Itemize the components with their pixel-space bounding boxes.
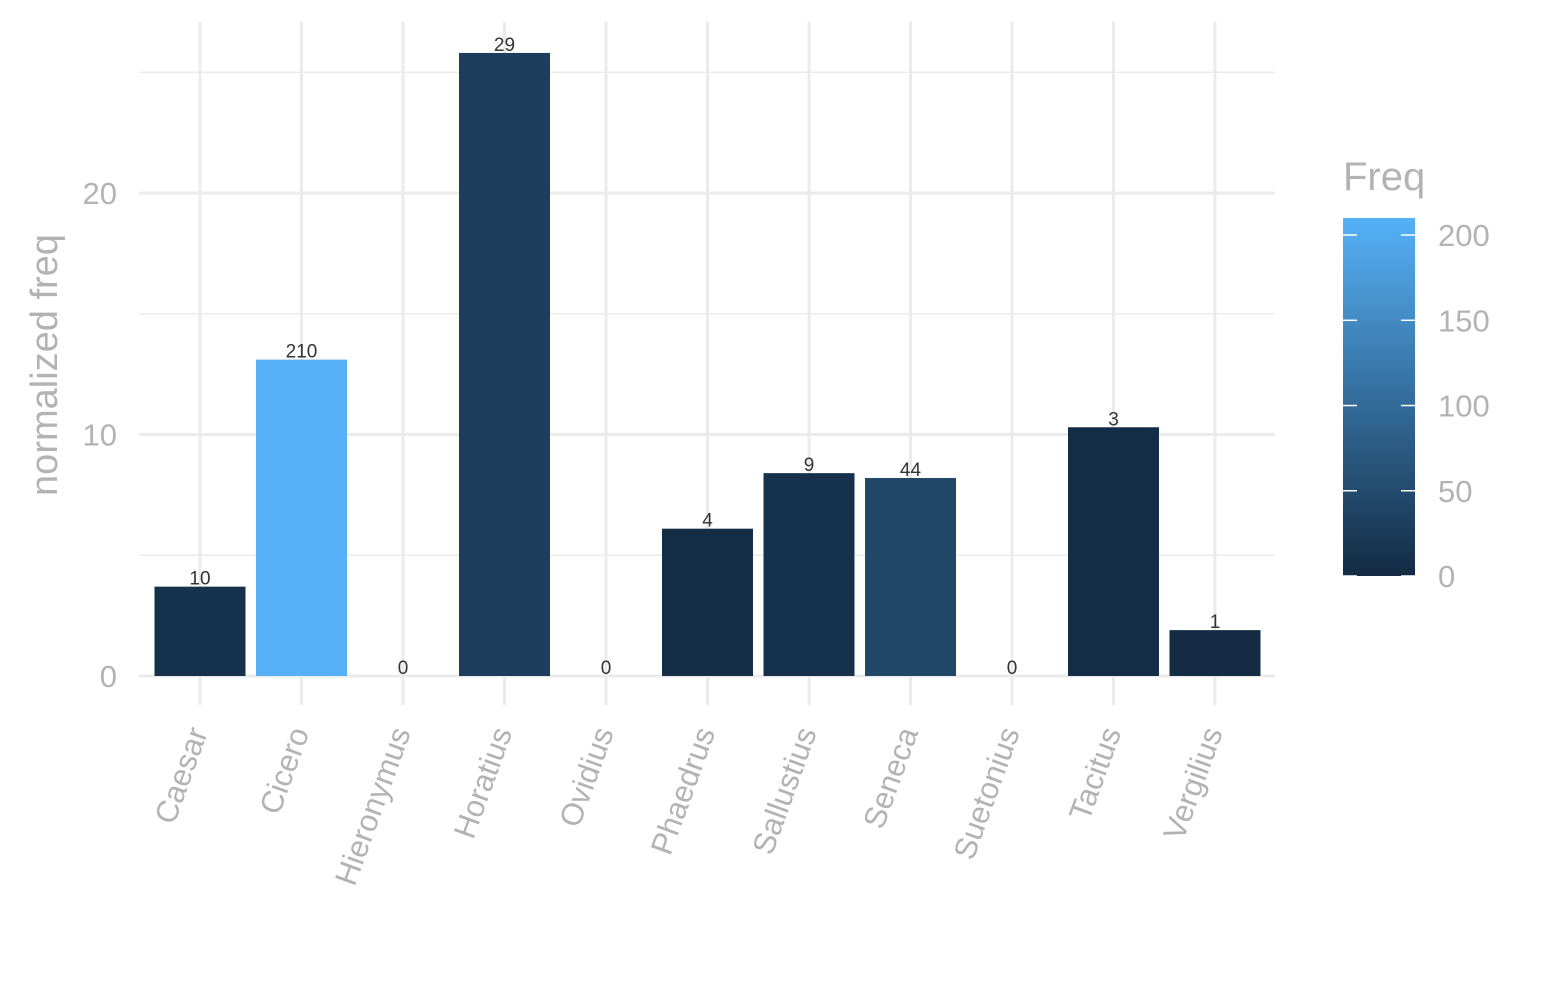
bar-phaedrus	[662, 528, 753, 676]
bar-label-phaedrus: 4	[702, 511, 713, 532]
x-tick-label-caesar: Caesar	[148, 722, 215, 828]
x-tick-label-horatius: Horatius	[447, 722, 519, 842]
bar-cicero	[256, 359, 347, 676]
x-tick-label-phaedrus: Phaedrus	[644, 722, 722, 859]
bar-label-ovidius: 0	[601, 658, 612, 679]
bar-label-sallustius: 9	[804, 455, 815, 476]
legend-tick-label: 100	[1438, 389, 1490, 424]
bar-tacitus	[1068, 427, 1159, 676]
x-tick-label-ovidius: Ovidius	[552, 722, 620, 831]
bar-label-hieronymus: 0	[398, 658, 409, 679]
bar-seneca	[865, 477, 956, 676]
bar-label-caesar: 10	[189, 569, 210, 590]
bar-label-suetonius: 0	[1007, 658, 1018, 679]
bars	[154, 52, 1261, 677]
x-tick-label-seneca: Seneca	[856, 722, 925, 833]
x-tick-label-suetonius: Suetonius	[947, 722, 1027, 864]
bar-value-labels: 10 210 0 29 0 4 9 44 0 3 1	[189, 35, 1220, 679]
legend-tick-label: 150	[1438, 303, 1490, 338]
bar-horatius	[459, 52, 550, 677]
bar-sallustius	[763, 473, 855, 676]
legend-tick-label: 50	[1438, 474, 1472, 509]
color-legend: Freq 0 50 100 150 200	[1343, 155, 1490, 594]
legend-ticks: 0 50 100 150 200	[1343, 218, 1490, 594]
y-axis-tick-labels: 0 10 20	[83, 176, 117, 694]
y-tick-label: 0	[100, 659, 117, 694]
bar-vergilius	[1169, 630, 1261, 676]
legend-tick-label: 0	[1438, 559, 1455, 594]
bar-label-cicero: 210	[286, 342, 318, 363]
legend-colorbar	[1343, 218, 1415, 576]
x-tick-label-tacitus: Tacitus	[1062, 722, 1128, 825]
bar-label-vergilius: 1	[1210, 612, 1221, 633]
x-tick-label-hieronymus: Hieronymus	[328, 722, 417, 889]
y-tick-label: 20	[83, 176, 117, 211]
x-axis-tick-labels: Caesar Cicero Hieronymus Horatius Ovidius Pha…	[148, 722, 1230, 890]
x-tick-label-cicero: Cicero	[253, 722, 317, 818]
bar-caesar	[154, 586, 246, 676]
legend-title: Freq	[1343, 155, 1425, 199]
x-tick-label-vergilius: Vergilius	[1157, 722, 1230, 844]
bar-label-seneca: 44	[900, 460, 922, 481]
bar-label-horatius: 29	[494, 35, 515, 56]
x-tick-label-sallustius: Sallustius	[745, 722, 823, 859]
legend-tick-label: 200	[1438, 218, 1490, 253]
y-tick-label: 10	[83, 418, 117, 453]
y-axis-title: normalized freq	[24, 234, 66, 496]
bar-label-tacitus: 3	[1108, 409, 1119, 430]
